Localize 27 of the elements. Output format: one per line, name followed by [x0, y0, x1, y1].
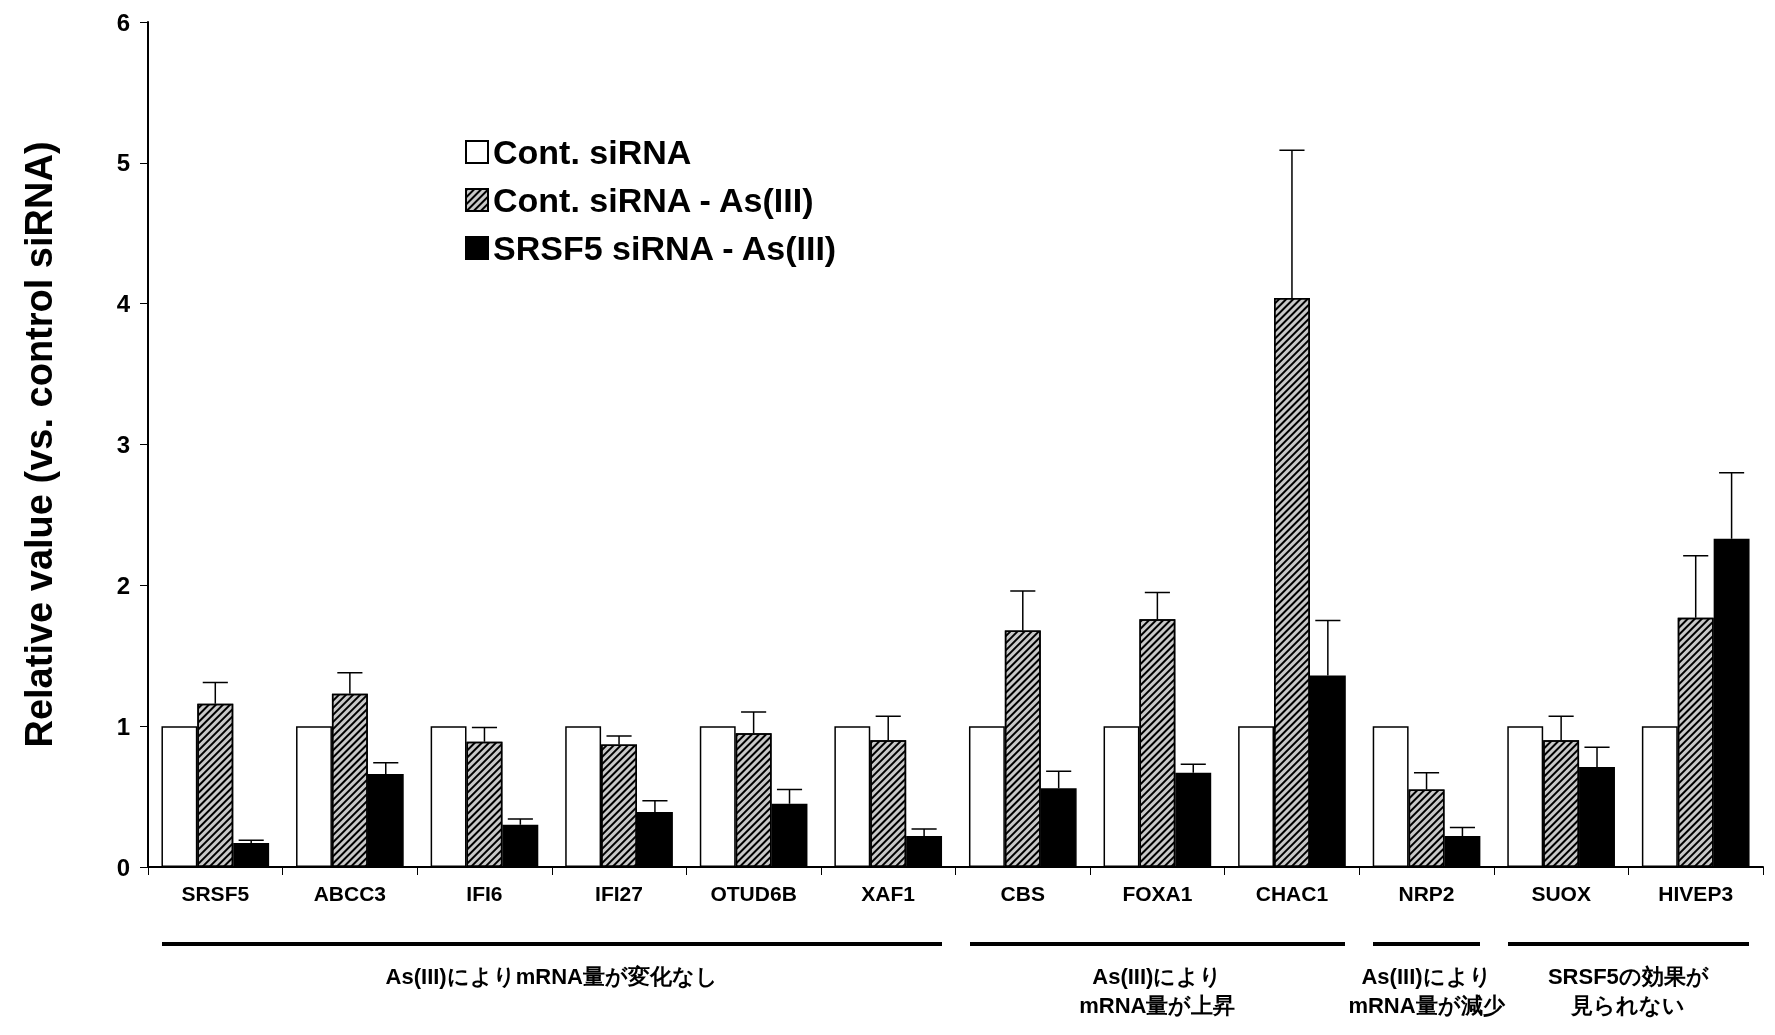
x-tick-label: SRSF5 — [181, 882, 250, 905]
x-tick-label: XAF1 — [861, 882, 916, 905]
x-tick-label: HIVEP3 — [1658, 882, 1734, 905]
text: SRSF5の効果が見られない — [1546, 963, 1710, 1020]
y-tick-label: 5 — [116, 149, 130, 177]
y-tick-label: 4 — [116, 290, 131, 318]
y-tick-label: 2 — [116, 571, 130, 599]
text: As(III)によりmRNA量が減少 — [1347, 963, 1506, 1020]
legend-label: SRSF5 siRNA - As(III) — [493, 229, 837, 267]
legend-label: Cont. siRNA — [493, 133, 692, 171]
y-tick-label: 0 — [116, 853, 130, 881]
y-axis-title: Relative value (vs. control siRNA) — [18, 141, 60, 748]
x-tick-label: ABCC3 — [313, 882, 387, 905]
x-tick-label: NRP2 — [1398, 882, 1455, 905]
y-tick-label: 1 — [116, 712, 130, 740]
x-tick-label: IFI27 — [595, 882, 643, 905]
y-tick-label: 6 — [116, 8, 130, 36]
text: As(III)によりmRNA量が変化なし — [384, 963, 719, 991]
x-tick-label: CHAC1 — [1255, 882, 1329, 905]
x-tick-label: IFI6 — [466, 882, 503, 905]
legend-label: Cont. siRNA - As(III) — [493, 181, 814, 219]
x-tick-label: SUOX — [1531, 882, 1591, 905]
x-tick-label: OTUD6B — [710, 882, 797, 905]
text: As(III)によりmRNA量が上昇 — [1078, 963, 1237, 1020]
x-tick-label: FOXA1 — [1122, 882, 1193, 905]
x-tick-label: CBS — [1000, 882, 1045, 905]
y-tick-label: 3 — [116, 431, 130, 458]
